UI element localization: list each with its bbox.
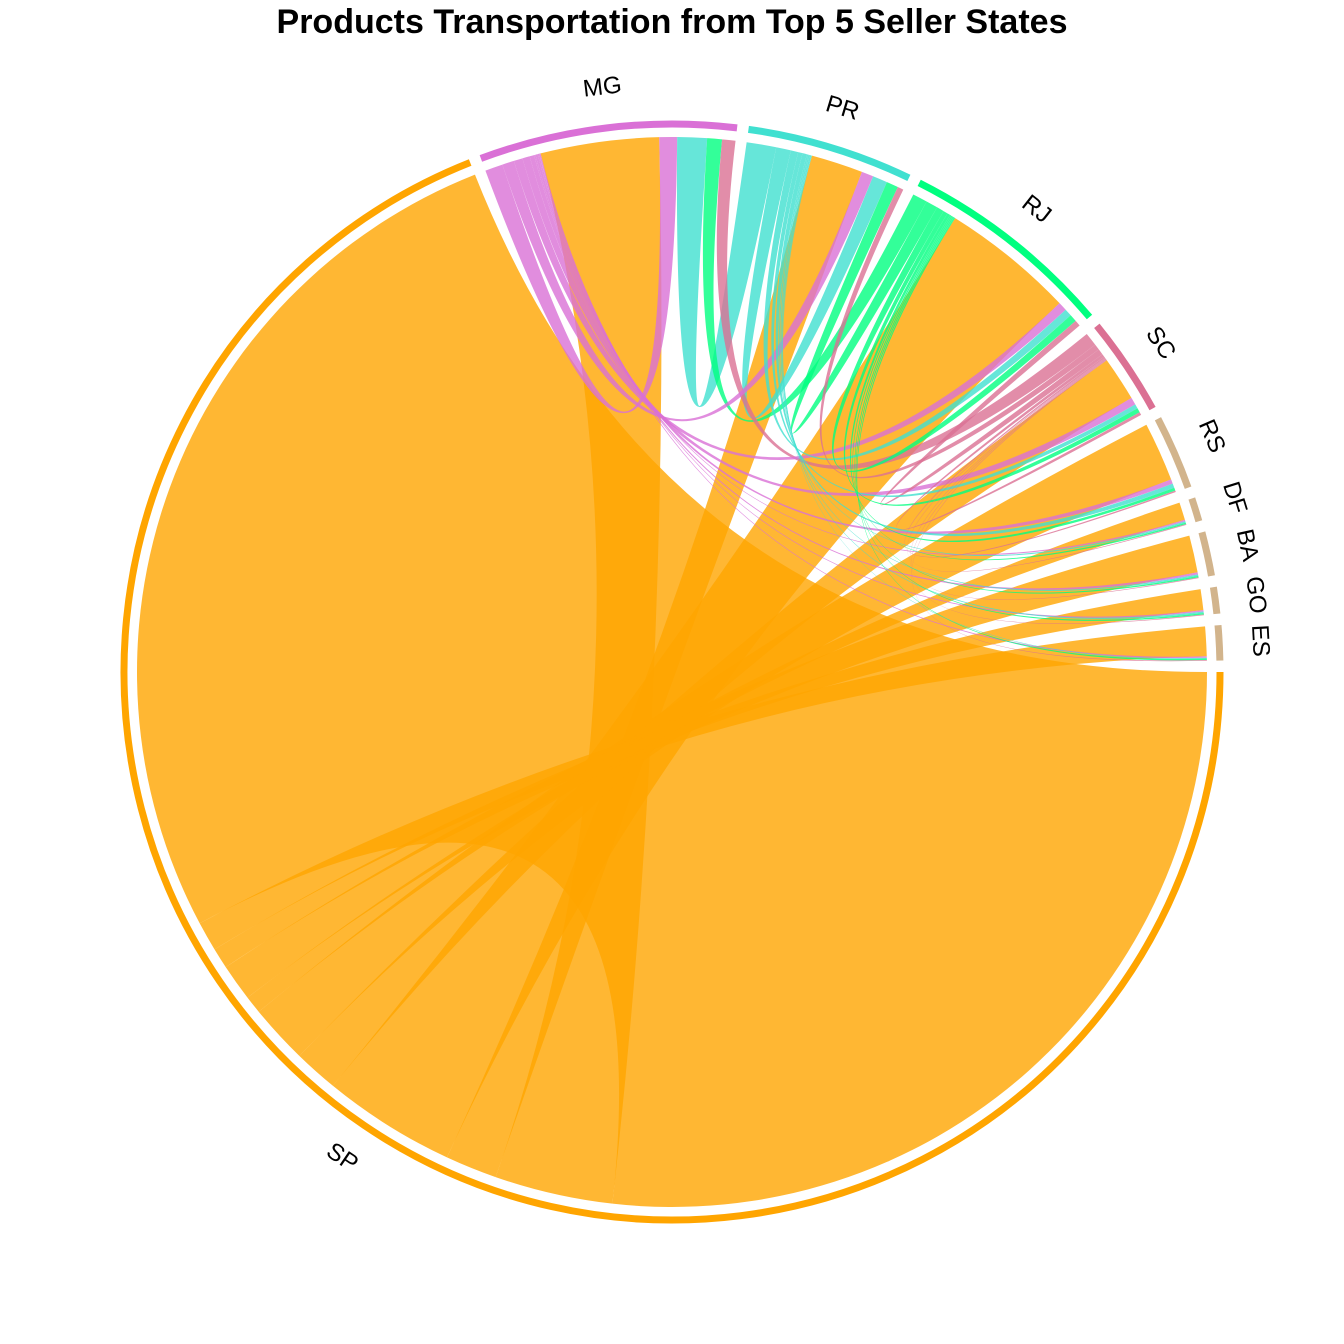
sector-label-rj: RJ — [1017, 189, 1057, 228]
sector-label-mg: MG — [581, 71, 623, 102]
sector-track-es — [1214, 624, 1224, 661]
chord-link-sp-pr — [446, 155, 862, 1178]
sector-track-rj — [917, 179, 1093, 320]
sector-track-pr — [747, 125, 911, 182]
sector-track-mg — [479, 120, 738, 162]
chord-link-pr-mg — [676, 137, 777, 408]
sector-track-go — [1209, 586, 1221, 615]
sector-label-go: GO — [1240, 575, 1272, 616]
chord-link-sp-rs — [258, 424, 1172, 1056]
sector-label-ba: BA — [1231, 527, 1264, 564]
sector-track-sp — [120, 159, 1224, 1224]
sector-label-sc: SC — [1140, 322, 1181, 365]
sector-track-sc — [1094, 323, 1156, 411]
chord-link-rj-rj — [832, 207, 1076, 473]
sectors-layer — [120, 120, 1224, 1224]
chord-link-sp-es — [199, 626, 1207, 950]
chart-title: Products Transportation from Top 5 Selle… — [276, 3, 1068, 41]
sector-track-rs — [1154, 417, 1192, 489]
chord-link-mg-pr — [502, 160, 874, 422]
sector-label-df: DF — [1217, 478, 1252, 517]
chord-link-sp-sc — [299, 360, 1132, 1086]
sector-track-df — [1188, 497, 1203, 523]
sector-label-pr: PR — [823, 90, 863, 125]
sector-label-es: ES — [1246, 624, 1275, 657]
chord-link-sp-ba — [225, 535, 1198, 998]
sector-track-ba — [1198, 531, 1215, 577]
sector-label-rs: RS — [1193, 416, 1231, 457]
sector-label-sp: SP — [321, 1137, 363, 1177]
chord-link-sp-mg — [495, 137, 662, 1204]
links-layer — [136, 137, 1208, 1208]
chord-link-pr-rs — [775, 153, 1175, 537]
